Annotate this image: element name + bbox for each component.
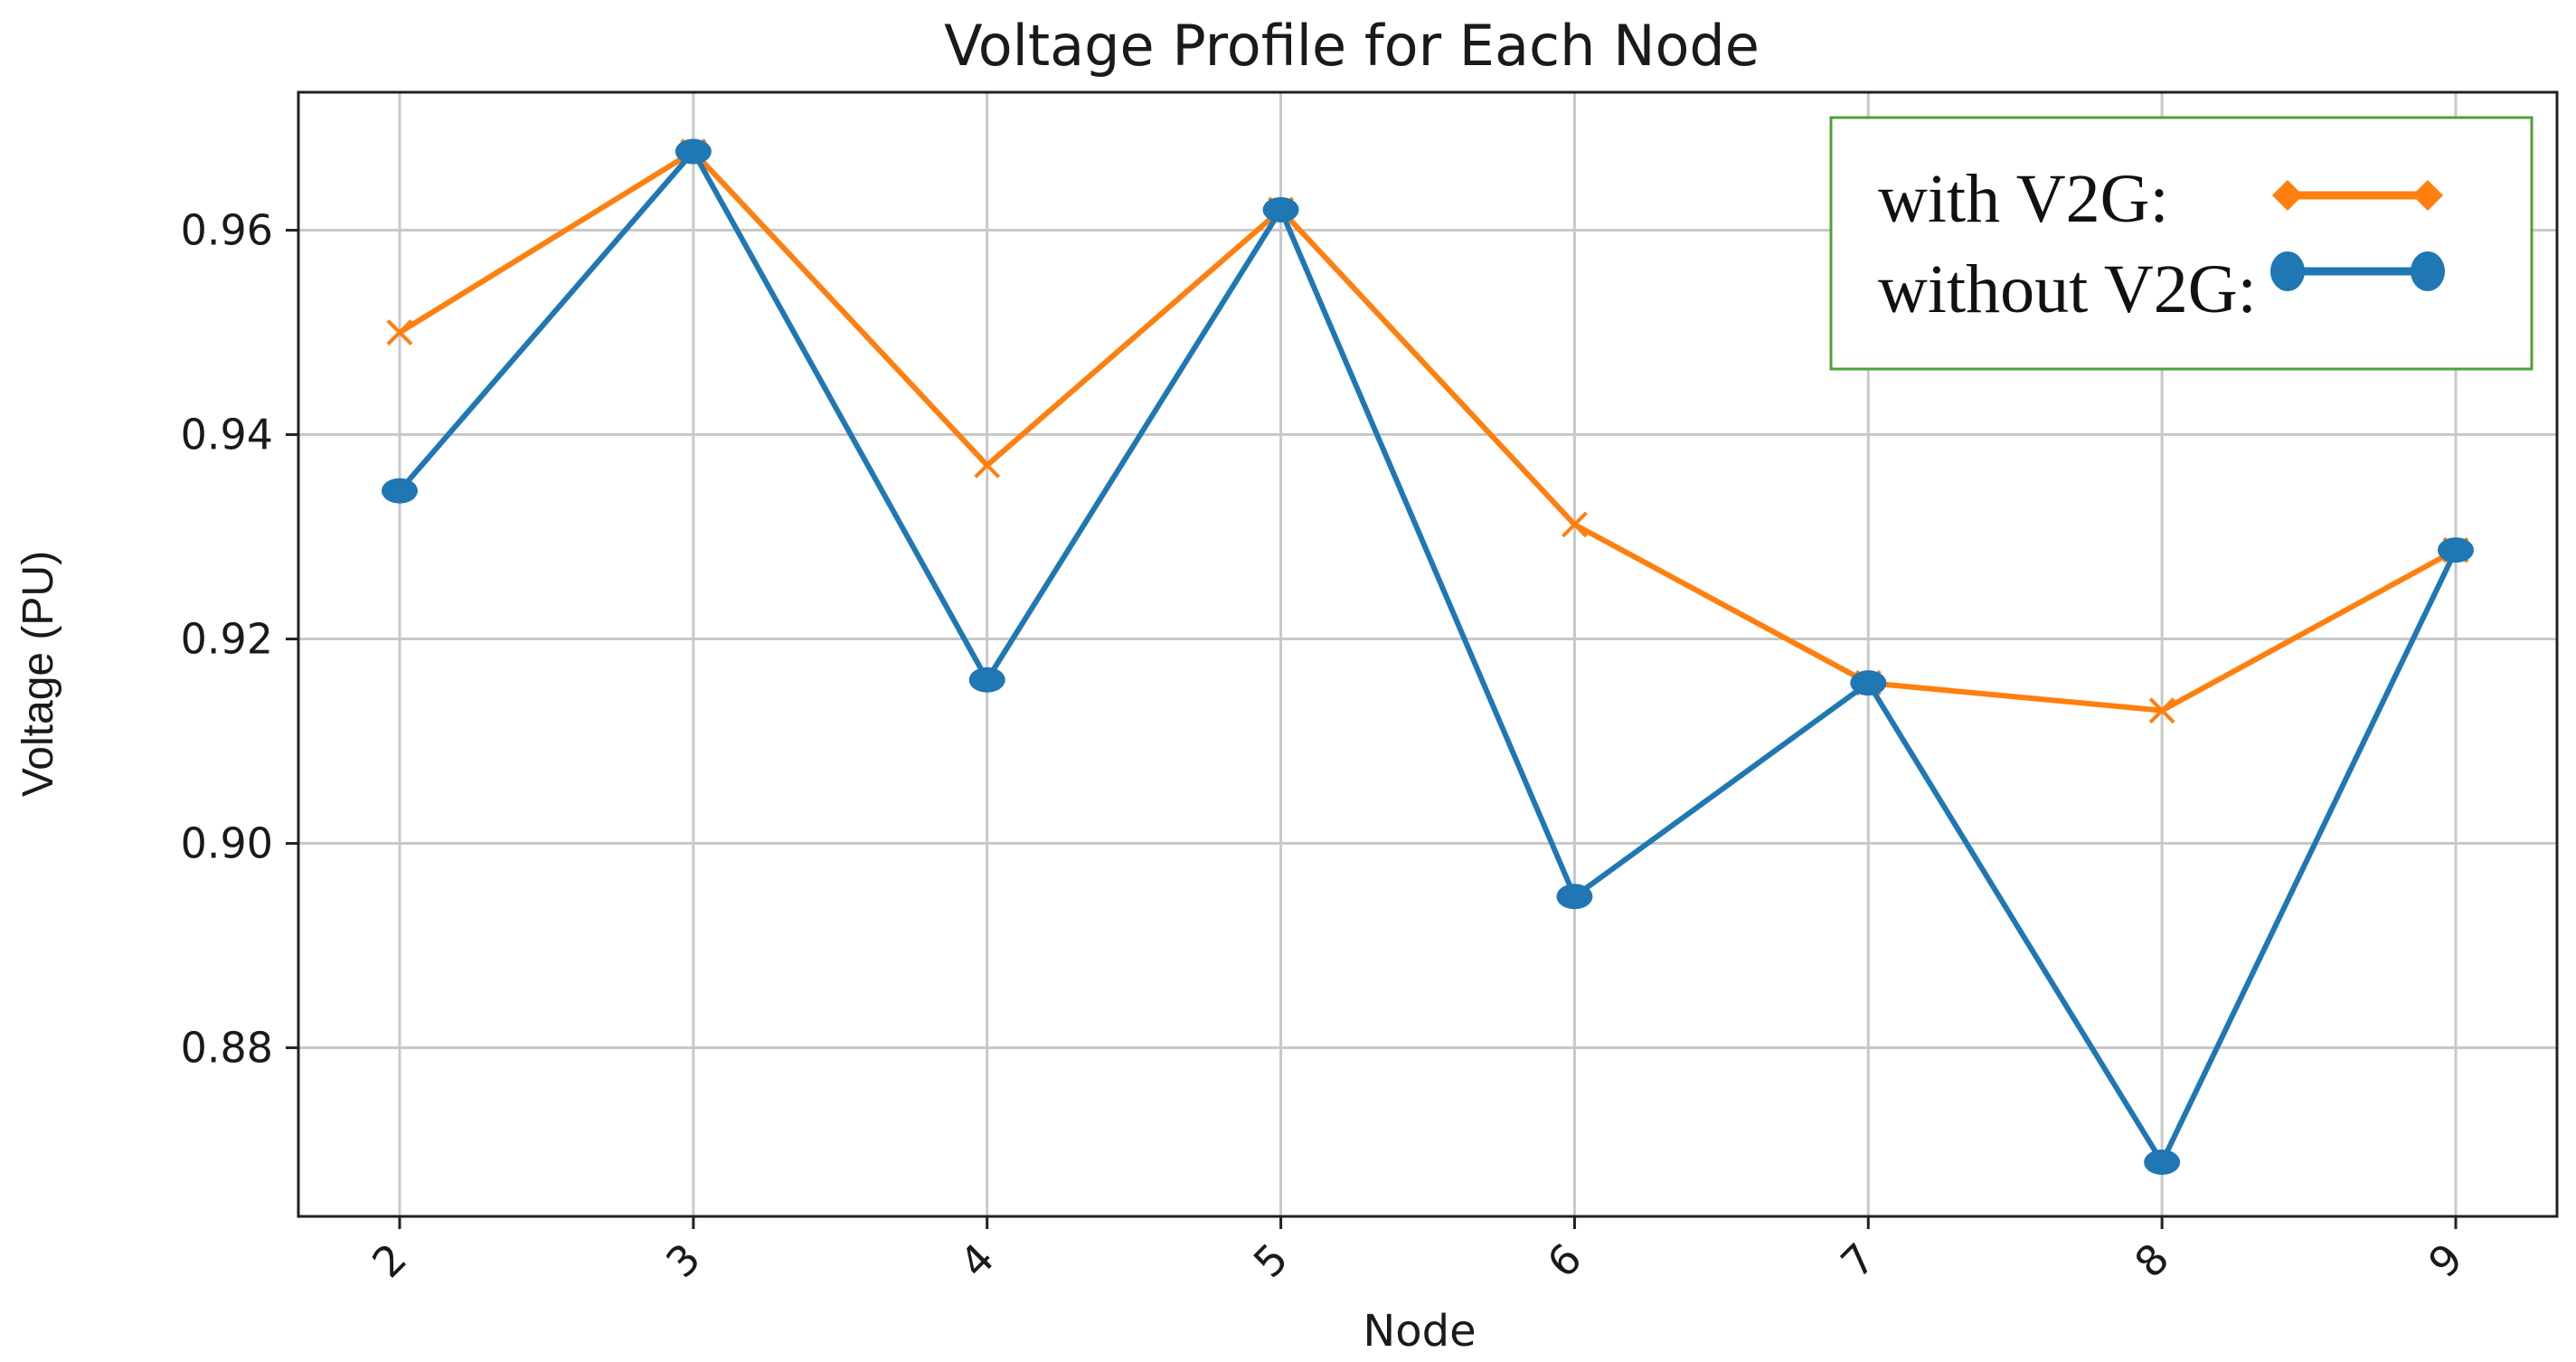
legend-label-without-v2g: without V2G: [1878, 251, 2257, 327]
data-point-without-v2g [2438, 537, 2474, 563]
y-axis-label: Voltage (PU) [14, 551, 62, 797]
x-tick-label: 3 [656, 1234, 710, 1287]
series-line-with-v2g [398, 148, 2458, 714]
y-tick-label: 0.94 [181, 411, 273, 459]
x-tick-label: 4 [950, 1234, 1004, 1287]
x-tick-label: 2 [363, 1234, 416, 1287]
legend-circle-marker [2411, 251, 2445, 291]
point-marker-stroke [974, 452, 1001, 478]
data-point-without-v2g [675, 138, 712, 165]
point-marker-stroke [2148, 697, 2175, 724]
data-point-without-v2g [1556, 884, 1593, 910]
y-tick-label: 0.96 [181, 206, 273, 255]
series-layer [382, 138, 2474, 1176]
data-point-with-v2g [1562, 511, 1588, 538]
chart-title: Voltage Profile for Each Node [944, 13, 1760, 79]
x-axis-label: Node [1363, 1306, 1476, 1357]
y-axis-ticks: 0.88 0.90 0.92 0.94 0.96 [181, 206, 298, 1073]
point-marker-stroke [1562, 511, 1588, 538]
legend-circle-marker [2270, 251, 2305, 291]
legend-diamond-marker [2272, 180, 2303, 211]
legend-label-with-v2g: with V2G: [1878, 161, 2169, 237]
data-point-without-v2g [1262, 196, 1299, 222]
data-point-without-v2g [2144, 1149, 2181, 1176]
x-tick-label: 7 [1832, 1234, 1885, 1287]
y-tick-label: 0.88 [181, 1024, 273, 1073]
x-axis-ticks: 2 3 4 5 6 7 8 9 [363, 1216, 2472, 1287]
data-point-with-v2g [2148, 697, 2175, 724]
legend: with V2G: without V2G: [1829, 116, 2534, 371]
y-tick-label: 0.90 [181, 819, 273, 868]
legend-line-with-v2g [2272, 180, 2443, 211]
data-point-without-v2g [968, 667, 1005, 693]
data-point-with-v2g [974, 452, 1001, 478]
x-tick-label: 8 [2125, 1234, 2178, 1287]
series-line-without-v2g [397, 148, 2458, 1166]
point-marker-stroke [386, 319, 413, 345]
x-tick-label: 9 [2419, 1234, 2472, 1287]
data-point-without-v2g [382, 478, 418, 504]
x-tick-label: 6 [1538, 1234, 1591, 1287]
y-tick-label: 0.92 [181, 615, 273, 664]
x-tick-label: 5 [1244, 1234, 1297, 1287]
plot-area-frame [297, 90, 2559, 1218]
data-point-without-v2g [1850, 670, 1887, 696]
legend-line-without-v2g [2270, 251, 2445, 291]
legend-diamond-marker [2412, 180, 2443, 211]
data-point-with-v2g [386, 319, 413, 345]
legend-box [1829, 116, 2534, 371]
